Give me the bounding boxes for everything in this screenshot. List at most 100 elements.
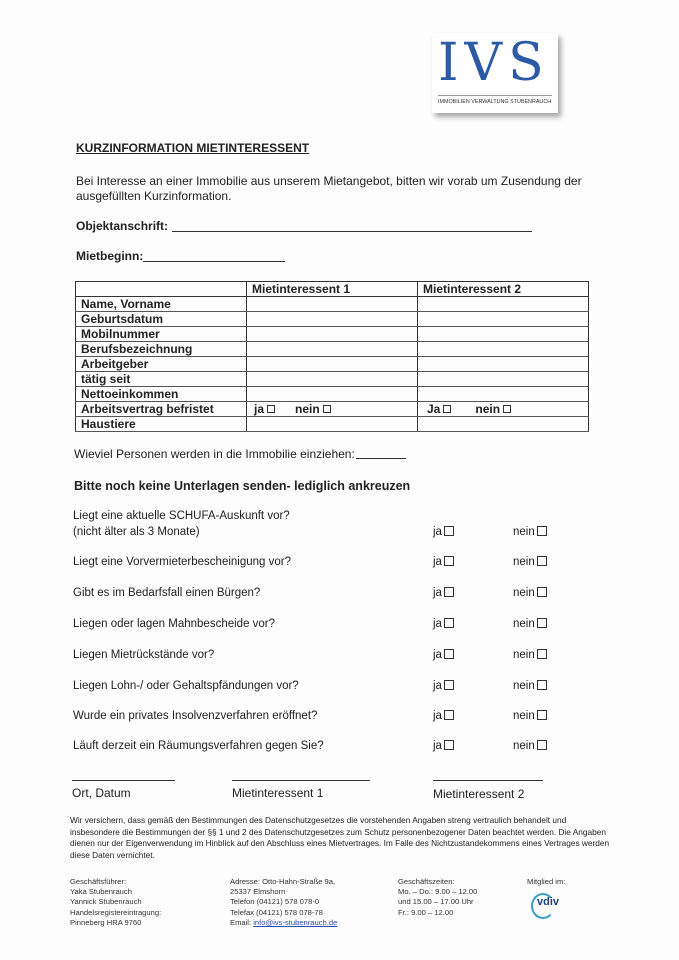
cell-input[interactable] <box>246 326 418 342</box>
checkbox-ja[interactable] <box>443 710 454 720</box>
question-text: Liegen Mietrückstände vor? <box>73 649 215 661</box>
vdiv-logo: vdiv <box>527 893 565 920</box>
ivs-logo: IVS IMMOBILIEN VERWALTUNG STUBENRAUCH <box>432 33 558 113</box>
answer-nein: nein <box>513 740 547 752</box>
privacy-disclaimer: Wir versichern, dass gemäß den Bestimmun… <box>70 815 610 860</box>
checkbox-ja[interactable] <box>443 740 454 750</box>
answer-ja: ja <box>433 740 454 752</box>
checkbox-ja-1[interactable] <box>267 405 276 413</box>
checklist-heading: Bitte noch keine Unterlagen senden- ledi… <box>74 479 411 493</box>
checkbox-nein-1[interactable] <box>322 405 331 413</box>
answer-nein: nein <box>513 710 547 722</box>
signature-label: Mietinteressent 1 <box>232 786 324 800</box>
start-field[interactable] <box>143 261 285 262</box>
row-label: tätig seit <box>75 371 247 387</box>
question-text: Liegt eine aktuelle SCHUFA-Auskunft vor? <box>73 510 290 522</box>
contract-limited-1: ja nein <box>246 401 418 417</box>
cell-input[interactable] <box>246 416 418 432</box>
checkbox-nein[interactable] <box>536 710 547 720</box>
intro-line-2: ausgefüllten Kurzinformation. <box>76 189 232 203</box>
answer-ja: ja <box>433 618 454 630</box>
footer-address: Adresse: Otto-Hahn-Straße 9a, 25337 Elms… <box>230 877 338 927</box>
row-label: Arbeitgeber <box>75 356 247 372</box>
cell-input[interactable] <box>417 341 589 357</box>
footer-member: Mitglied im: vdiv <box>527 877 565 920</box>
cell-input[interactable] <box>246 356 418 372</box>
persons-field[interactable] <box>356 458 406 459</box>
signature-label: Mietinteressent 2 <box>433 787 525 801</box>
question-text: Gibt es im Bedarfsfall einen Bürgen? <box>73 587 261 599</box>
question-text: Liegen Lohn-/ oder Gehaltspfändungen vor… <box>73 680 299 692</box>
checkbox-ja[interactable] <box>443 649 454 659</box>
answer-ja: ja <box>433 556 454 568</box>
answer-nein: nein <box>513 526 547 538</box>
footer-hours: Geschäftszeiten: Mo. – Do.: 9.00 – 12.00… <box>398 877 478 917</box>
cell-input[interactable] <box>246 296 418 312</box>
question-note: (nicht älter als 3 Monate) <box>73 526 200 538</box>
answer-nein: nein <box>513 618 547 630</box>
question-text: Liegen oder lagen Mahnbescheide vor? <box>73 618 276 630</box>
checkbox-nein[interactable] <box>536 618 547 628</box>
signature-line-applicant-2[interactable] <box>433 780 543 781</box>
checkbox-nein[interactable] <box>536 649 547 659</box>
question-text: Wurde ein privates Insolvenzverfahren er… <box>73 710 318 722</box>
cell-input[interactable] <box>417 296 589 312</box>
checkbox-ja[interactable] <box>443 526 454 536</box>
header-empty <box>75 281 247 297</box>
question-text: Liegt eine Vorvermieterbescheinigung vor… <box>73 556 291 568</box>
row-label: Name, Vorname <box>75 296 247 312</box>
answer-ja: ja <box>433 587 454 599</box>
address-field[interactable] <box>172 231 532 232</box>
cell-input[interactable] <box>417 356 589 372</box>
answer-nein: nein <box>513 649 547 661</box>
answer-ja: ja <box>433 680 454 692</box>
checkbox-ja[interactable] <box>443 680 454 690</box>
row-label: Geburtsdatum <box>75 311 247 327</box>
cell-input[interactable] <box>246 371 418 387</box>
answer-nein: nein <box>513 587 547 599</box>
checkbox-nein-2[interactable] <box>503 405 512 413</box>
row-label: Haustiere <box>75 416 247 432</box>
cell-input[interactable] <box>417 311 589 327</box>
question-text: Läuft derzeit ein Räumungsverfahren gege… <box>73 740 324 752</box>
cell-input[interactable] <box>417 326 589 342</box>
answer-nein: nein <box>513 680 547 692</box>
checkbox-nein[interactable] <box>536 680 547 690</box>
footer-management: Geschäftsführer: Yaka Stubenrauch Yannic… <box>70 877 162 927</box>
row-label: Arbeitsvertrag befristet <box>75 401 247 417</box>
signature-line-applicant-1[interactable] <box>232 780 370 781</box>
logo-letters: IVS <box>438 33 550 93</box>
answer-nein: nein <box>513 556 547 568</box>
cell-input[interactable] <box>246 341 418 357</box>
email-link[interactable]: info@ivs-stubenrauch.de <box>253 917 338 927</box>
cell-input[interactable] <box>417 386 589 402</box>
answer-ja: ja <box>433 649 454 661</box>
row-label: Nettoeinkommen <box>75 386 247 402</box>
header-applicant-2: Mietinteressent 2 <box>417 281 589 297</box>
answer-ja: ja <box>433 710 454 722</box>
checkbox-nein[interactable] <box>536 556 547 566</box>
applicant-table: Mietinteressent 1 Mietinteressent 2 Name… <box>75 281 589 432</box>
checkbox-ja[interactable] <box>443 556 454 566</box>
cell-input[interactable] <box>417 416 589 432</box>
page-title: KURZINFORMATION MIETINTERESSENT <box>76 141 310 155</box>
signature-line-place-date[interactable] <box>72 780 175 781</box>
contract-limited-2: Ja nein <box>417 401 589 417</box>
persons-label: Wieviel Personen werden in die Immobilie… <box>74 447 355 461</box>
checkbox-ja-2[interactable] <box>443 405 452 413</box>
start-label: Mietbeginn: <box>76 249 144 263</box>
cell-input[interactable] <box>246 386 418 402</box>
logo-subtitle: IMMOBILIEN VERWALTUNG STUBENRAUCH <box>438 99 552 105</box>
header-applicant-1: Mietinteressent 1 <box>246 281 418 297</box>
checkbox-nein[interactable] <box>536 526 547 536</box>
checkbox-nein[interactable] <box>536 740 547 750</box>
checkbox-ja[interactable] <box>443 587 454 597</box>
checkbox-nein[interactable] <box>536 587 547 597</box>
cell-input[interactable] <box>246 311 418 327</box>
checkbox-ja[interactable] <box>443 618 454 628</box>
address-label: Objektanschrift: <box>76 219 169 233</box>
row-label: Mobilnummer <box>75 326 247 342</box>
intro-line-1: Bei Interesse an einer Immobilie aus uns… <box>76 174 582 188</box>
cell-input[interactable] <box>417 371 589 387</box>
